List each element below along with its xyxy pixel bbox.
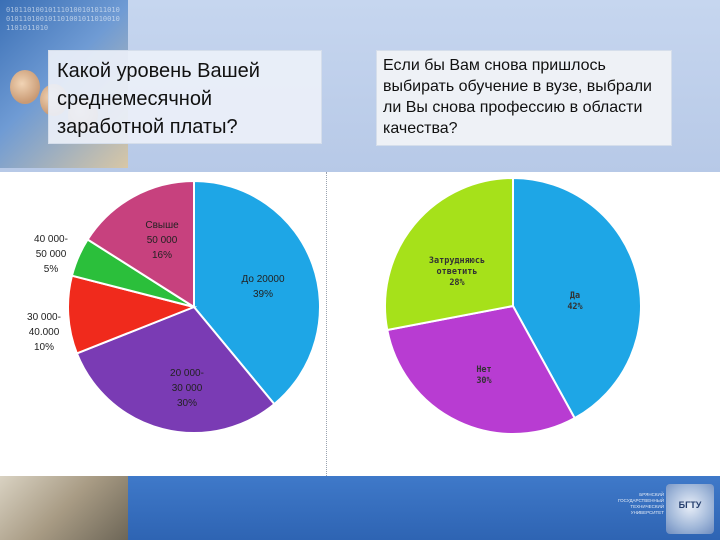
logo-caption: БРЯНСКИЙ ГОСУДАРСТВЕННЫЙ ТЕХНИЧЕСКИЙ УНИ… bbox=[618, 492, 665, 515]
pie-1-slice-3-label: 30 000-40.000 10% bbox=[27, 312, 61, 353]
pie-1-slice-3 bbox=[67, 274, 198, 355]
pie-2-slice-1 bbox=[512, 176, 642, 420]
right-question-box: Если бы Вам снова пришлось выбирать обуч… bbox=[376, 50, 672, 146]
pie-1-slice-1-label: До 20000 39% bbox=[241, 274, 284, 300]
university-logo: БРЯНСКИЙ ГОСУДАРСТВЕННЫЙ ТЕХНИЧЕСКИЙ УНИ… bbox=[618, 484, 714, 534]
pie-1-slice-1 bbox=[193, 179, 321, 406]
decorative-footer-photo bbox=[0, 476, 128, 540]
left-question-title: Какой уровень Вашей среднемесячной зараб… bbox=[57, 60, 260, 138]
logo-badge: БГТУ bbox=[666, 484, 714, 534]
pie-charts-svg: До 20000 39% 20 000-30 000 30% 30 000-40.000… bbox=[27, 176, 642, 435]
pie-1-slice-5-label: Свыше 50 000 16% bbox=[145, 220, 179, 261]
pie-1-slice-4-label: 40 000-50 000 5% bbox=[34, 234, 68, 275]
pie-2-slice-3-label: Затрудняюсь ответить 28% bbox=[429, 256, 485, 288]
charts-divider bbox=[326, 172, 328, 476]
person-face bbox=[10, 70, 40, 104]
pie-2-slice-2 bbox=[386, 304, 577, 435]
pie-1-slice-5 bbox=[86, 179, 195, 309]
pie-2-slice-3 bbox=[384, 176, 514, 332]
pie-1-slice-2 bbox=[75, 305, 276, 434]
pie-2-slice-1-label: Да 42% bbox=[567, 291, 583, 312]
binary-digits-decoration: 0101101001011101001010110100101101001011… bbox=[6, 6, 120, 32]
pie-1-slice-2-label: 20 000-30 000 30% bbox=[170, 368, 204, 409]
logo-badge-text: БГТУ bbox=[678, 500, 702, 510]
pie-2-slice-2-label: Нет 30% bbox=[476, 365, 492, 386]
right-question-title: Если бы Вам снова пришлось выбирать обуч… bbox=[383, 57, 652, 137]
left-question-box: Какой уровень Вашей среднемесячной зараб… bbox=[48, 50, 322, 144]
